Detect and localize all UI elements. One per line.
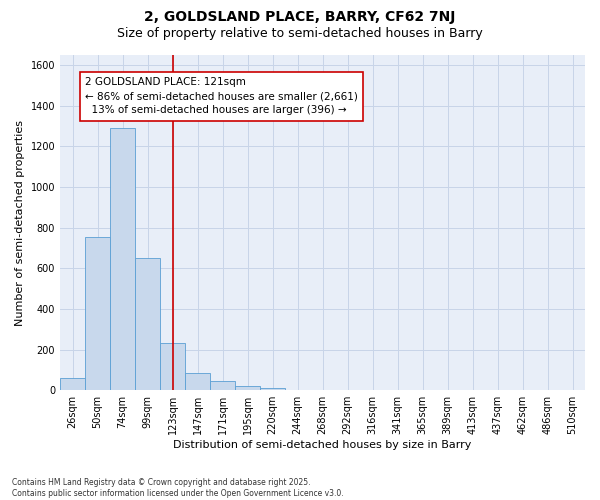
- Text: Contains HM Land Registry data © Crown copyright and database right 2025.
Contai: Contains HM Land Registry data © Crown c…: [12, 478, 344, 498]
- Bar: [260, 388, 285, 390]
- Text: Size of property relative to semi-detached houses in Barry: Size of property relative to semi-detach…: [117, 28, 483, 40]
- Bar: [110, 128, 135, 390]
- Bar: [60, 378, 85, 390]
- Text: 2, GOLDSLAND PLACE, BARRY, CF62 7NJ: 2, GOLDSLAND PLACE, BARRY, CF62 7NJ: [145, 10, 455, 24]
- Bar: [85, 237, 110, 390]
- Y-axis label: Number of semi-detached properties: Number of semi-detached properties: [15, 120, 25, 326]
- Bar: [135, 258, 160, 390]
- X-axis label: Distribution of semi-detached houses by size in Barry: Distribution of semi-detached houses by …: [173, 440, 472, 450]
- Bar: [185, 373, 210, 390]
- Bar: [160, 344, 185, 390]
- Bar: [235, 386, 260, 390]
- Bar: [210, 381, 235, 390]
- Text: 2 GOLDSLAND PLACE: 121sqm
← 86% of semi-detached houses are smaller (2,661)
  13: 2 GOLDSLAND PLACE: 121sqm ← 86% of semi-…: [85, 78, 358, 116]
